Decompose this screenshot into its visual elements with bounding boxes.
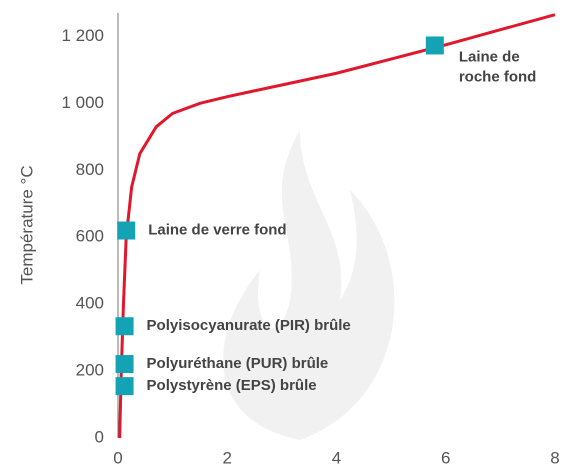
y-axis-title: Température °C	[17, 165, 36, 284]
marker	[426, 36, 444, 54]
x-tick-label: 0	[113, 448, 122, 464]
x-tick-label: 4	[332, 448, 341, 464]
y-tick-label: 800	[76, 160, 104, 179]
marker-label: Polystyrène (EPS) brûle	[147, 377, 317, 394]
marker	[117, 222, 135, 240]
marker	[116, 377, 134, 395]
chart: Température °C 0 200 400 600 800 1 000 1 200 0 2…	[0, 0, 566, 464]
marker-label: Laine de verre fond	[148, 221, 286, 238]
marker	[116, 355, 134, 373]
y-tick-label: 600	[76, 227, 104, 246]
y-tick-label: 400	[76, 294, 104, 313]
marker	[116, 317, 134, 335]
marker-label: Polyuréthane (PUR) brûle	[147, 355, 329, 372]
y-tick-label: 1 200	[61, 26, 104, 45]
marker-label: Polyisocyanurate (PIR) brûle	[147, 317, 351, 334]
x-tick-label: 2	[223, 448, 232, 464]
y-tick-label: 1 000	[61, 93, 104, 112]
y-tick-label: 200	[76, 361, 104, 380]
x-tick-label: 8	[550, 448, 559, 464]
x-tick-label: 6	[441, 448, 450, 464]
y-tick-label: 0	[95, 427, 104, 446]
page: {"chart_data": {"type": "line", "y_label…	[0, 0, 566, 464]
